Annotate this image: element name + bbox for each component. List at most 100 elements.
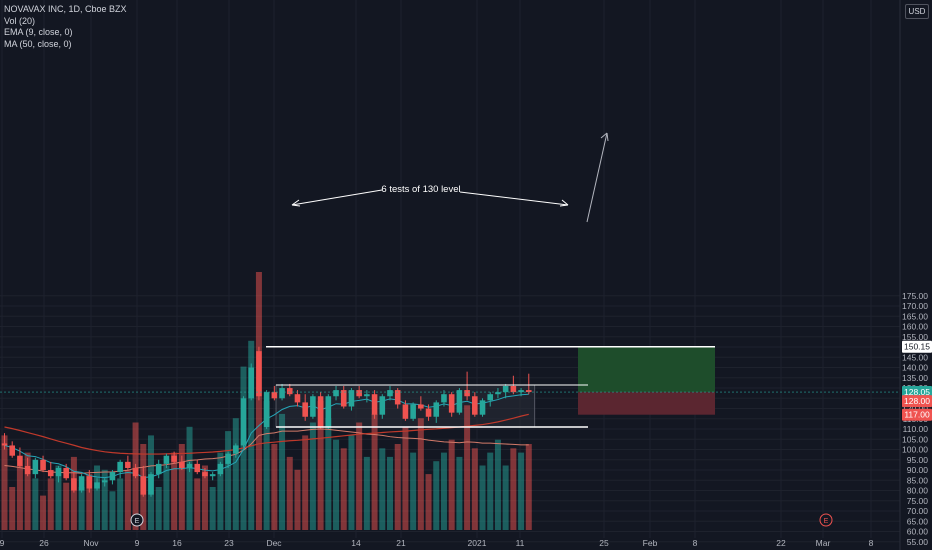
earnings-marker-label: E <box>824 518 829 525</box>
price-axis[interactable]: 55.0060.0065.0070.0075.0080.0085.0090.00… <box>899 0 932 550</box>
volume-bar <box>525 444 532 530</box>
indicator-ema[interactable]: EMA (9, close, 0) <box>4 27 73 37</box>
volume-bar <box>109 491 116 530</box>
candle-body <box>325 396 332 427</box>
time-tick-label: 2021 <box>468 538 487 548</box>
time-tick-label: 14 <box>351 538 361 548</box>
candle-body <box>55 468 62 477</box>
arrow-head-left <box>291 199 301 207</box>
volume-bar <box>494 439 501 530</box>
price-tick-label: 65.00 <box>907 516 929 526</box>
candle-body <box>24 465 31 475</box>
volume-bar <box>333 439 340 530</box>
time-tick-label: 16 <box>172 538 182 548</box>
volume-bar <box>286 456 293 530</box>
volume-bar <box>302 435 309 530</box>
time-axis[interactable]: 9 26 Nov 9 16 23 Dec 14 21 2021 11 25 Feb 8 22 Mar 8 <box>0 538 874 548</box>
price-label-badge <box>902 340 932 353</box>
candle-body <box>63 468 69 479</box>
time-tick-label: 11 <box>516 538 525 548</box>
candle-body <box>1 443 8 446</box>
volume-bar <box>471 448 478 530</box>
symbol-title[interactable]: NOVAVAX INC, 1D, Cboe BZX <box>4 4 127 14</box>
candle-body <box>310 396 316 417</box>
candle-body <box>495 392 501 395</box>
price-label-text: 128.05 <box>904 387 930 397</box>
candle-body <box>163 455 170 464</box>
price-tick-label: 135.00 <box>902 373 928 383</box>
volume-bar <box>356 422 363 530</box>
price-tick-label: 90.00 <box>907 465 929 475</box>
candle-body <box>202 472 208 477</box>
candle-body <box>109 472 116 481</box>
volume-bar <box>433 461 440 530</box>
time-tick-label: 9 <box>0 538 5 548</box>
price-tick-label: 110.00 <box>903 424 929 434</box>
candle-body <box>186 463 193 468</box>
price-label-text: 150.15 <box>904 342 930 352</box>
candle-body <box>464 390 470 397</box>
candle-body <box>217 463 224 475</box>
candle-body <box>294 394 301 403</box>
price-tick-label: 160.00 <box>902 322 928 332</box>
volume-bar <box>178 444 185 530</box>
price-tick-label: 100.00 <box>902 445 928 455</box>
target-zone <box>578 346 715 393</box>
candle-body <box>333 390 339 397</box>
volume-bar <box>78 487 85 530</box>
candle-body <box>179 461 185 468</box>
price-label-badge <box>902 408 932 421</box>
indicator-volume[interactable]: Vol (20) <box>4 15 36 26</box>
candle-body <box>502 386 509 393</box>
price-tick-label: 70.00 <box>907 506 929 516</box>
time-tick-label: Mar <box>816 538 831 548</box>
volume-bar <box>209 487 216 530</box>
price-tick-label: 80.00 <box>907 486 929 496</box>
candle-body <box>256 351 262 397</box>
volume-bar <box>63 482 70 530</box>
candle-body <box>171 455 177 462</box>
candle-body <box>418 404 424 409</box>
volume-bar <box>94 465 101 530</box>
volume-bar <box>186 426 193 530</box>
volume-bar <box>371 413 378 530</box>
volume-bar <box>225 431 232 530</box>
volume-bar <box>16 465 23 530</box>
chart-drawings: 6 tests of 130 level E E <box>0 132 900 527</box>
price-tick-label: 85.00 <box>907 475 929 485</box>
candle-body <box>387 390 393 397</box>
indicator-ma[interactable]: MA (50, close, 0) <box>4 38 72 49</box>
volume-bar <box>163 465 170 530</box>
candle-body <box>425 408 432 417</box>
volume-bar <box>263 401 270 530</box>
price-tick-label: 120.00 <box>902 404 928 414</box>
volume-bar <box>379 448 386 530</box>
position-zones <box>275 346 715 428</box>
volume-bar <box>55 465 62 530</box>
price-tick-label: 60.00 <box>907 527 929 537</box>
price-tick-label: 105.00 <box>902 434 928 444</box>
volume-bar <box>194 478 201 530</box>
volume-bar <box>448 439 455 530</box>
volume-bar <box>86 474 93 530</box>
candle-body <box>140 476 147 495</box>
ma50-line <box>4 413 529 455</box>
currency-button[interactable]: USD <box>905 4 929 19</box>
candle-body <box>356 390 362 397</box>
volume-bar <box>456 456 463 530</box>
price-tick-label: 175.00 <box>902 291 928 301</box>
candlesticks <box>1 346 532 497</box>
candle-body <box>279 388 285 399</box>
volume-bar <box>24 452 31 530</box>
candle-body <box>448 394 455 413</box>
volume-bar <box>518 452 525 530</box>
volume-bar <box>425 474 432 530</box>
time-tick-label: 23 <box>224 538 234 548</box>
price-tick-label: 75.00 <box>907 496 929 506</box>
projection-arrow <box>586 132 608 223</box>
candle-body <box>263 392 270 427</box>
volume-bar <box>464 405 471 530</box>
volume-bar <box>271 444 278 530</box>
time-tick-label: 21 <box>396 538 406 548</box>
